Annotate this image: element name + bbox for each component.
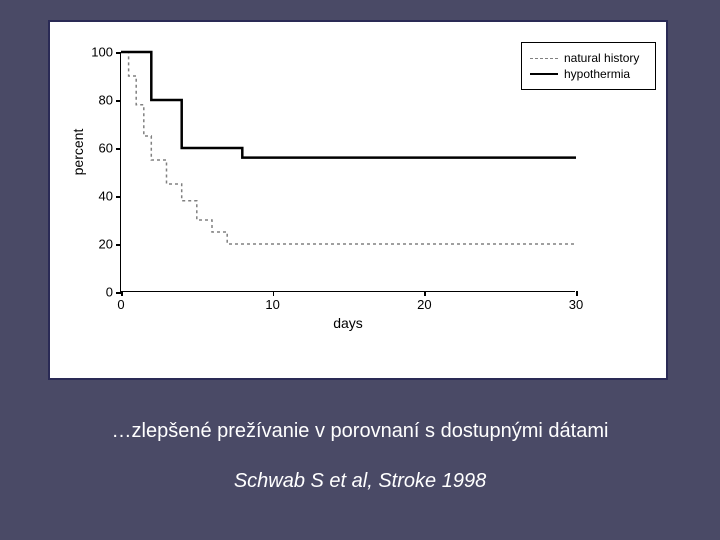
ytick-label: 80	[99, 93, 113, 108]
legend-row: hypothermia	[530, 67, 647, 81]
xtick-mark	[273, 291, 275, 296]
xtick-mark	[576, 291, 578, 296]
chart-panel: percent days 0204060801000102030 natural…	[48, 20, 668, 380]
xtick-mark	[424, 291, 426, 296]
legend-label: natural history	[564, 51, 639, 65]
ytick-label: 100	[91, 45, 113, 60]
xtick-label: 30	[569, 297, 583, 312]
ytick-mark	[116, 244, 121, 246]
plot-area: days 0204060801000102030	[120, 52, 575, 292]
slide-citation: Schwab S et al, Stroke 1998	[0, 470, 720, 493]
slide-caption: …zlepšené prežívanie v porovnaní s dostu…	[0, 420, 720, 443]
ytick-mark	[116, 196, 121, 198]
ytick-mark	[116, 100, 121, 102]
x-axis-label: days	[121, 315, 575, 331]
ytick-label: 40	[99, 189, 113, 204]
legend-row: natural history	[530, 51, 647, 65]
ytick-label: 60	[99, 141, 113, 156]
xtick-label: 20	[417, 297, 431, 312]
legend: natural history hypothermia	[521, 42, 656, 90]
legend-swatch-natural	[530, 58, 558, 59]
xtick-label: 10	[265, 297, 279, 312]
y-axis-label: percent	[70, 129, 86, 176]
chart-lines	[121, 52, 576, 292]
ytick-mark	[116, 148, 121, 150]
legend-label: hypothermia	[564, 67, 630, 81]
legend-swatch-hypo	[530, 73, 558, 75]
series-line	[121, 52, 576, 158]
ytick-label: 20	[99, 237, 113, 252]
ytick-label: 0	[106, 285, 113, 300]
ytick-mark	[116, 52, 121, 54]
xtick-mark	[121, 291, 123, 296]
xtick-label: 0	[117, 297, 124, 312]
